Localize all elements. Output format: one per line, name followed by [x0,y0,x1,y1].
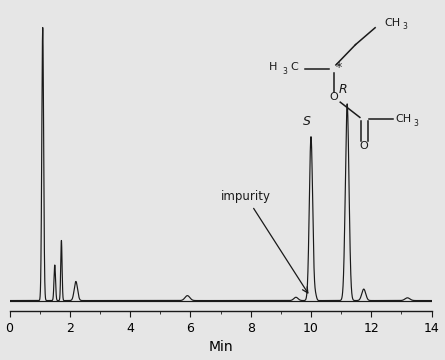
Text: impurity: impurity [221,190,308,293]
Text: CH: CH [396,114,412,124]
Text: O: O [360,141,368,151]
Text: CH: CH [384,18,401,28]
Text: 3: 3 [402,22,407,31]
Text: S: S [303,116,311,129]
X-axis label: Min: Min [208,341,233,355]
Text: O: O [329,92,338,102]
Text: H: H [268,63,277,72]
Text: 3: 3 [413,119,418,128]
Text: 3: 3 [282,67,287,76]
Text: *: * [336,61,342,74]
Text: R: R [338,83,347,96]
Text: C: C [291,63,298,72]
